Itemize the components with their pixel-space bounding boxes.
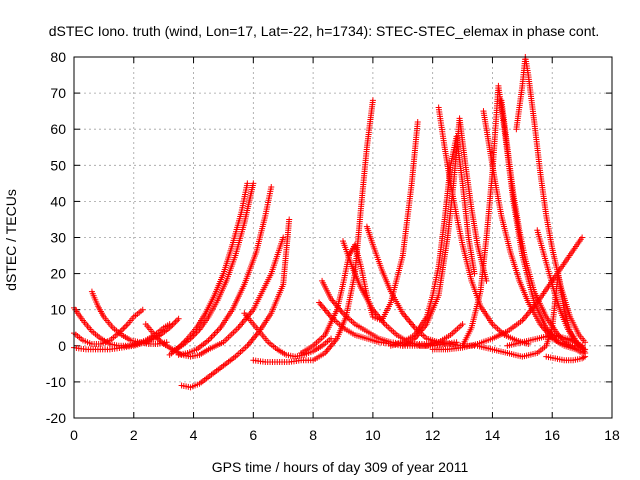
y-tick-label: 20 [50,266,66,282]
data-point [175,315,182,322]
data-point [206,335,213,342]
data-point [582,353,589,360]
series-arc-9 [178,216,293,391]
series-arc-24 [513,54,589,346]
data-point [139,306,146,313]
y-tick-label: 0 [58,338,66,354]
plot-frame [73,56,613,419]
data-point [453,339,460,346]
data-point [459,321,466,328]
series-arc-28 [543,353,589,364]
chart-title: dSTEC Iono. truth (wind, Lon=17, Lat=-22… [49,23,600,39]
series-arc-7 [169,180,257,355]
data-point [214,327,221,334]
y-tick-label: 60 [50,121,66,137]
x-tick-label: 4 [190,427,198,443]
series-arc-4 [88,288,170,347]
data-point [195,328,202,335]
data-point [582,339,589,346]
x-tick-label: 12 [425,427,441,443]
data-point [244,180,251,187]
y-tick-label: 50 [50,157,66,173]
data-point [192,331,199,338]
series-arc-11 [250,97,376,366]
series-arc-18 [399,115,490,349]
x-tick-label: 8 [309,427,317,443]
y-tick-label: -20 [46,410,66,426]
y-tick-label: 40 [50,193,66,209]
y-tick-label: 80 [50,49,66,65]
data-point [286,216,293,223]
series-arc-3 [71,315,182,353]
series-arc-16 [363,223,478,349]
data-point [193,329,200,336]
x-tick-label: 0 [70,427,78,443]
data-point [169,321,176,328]
data-point [121,324,128,331]
series-arc-27 [504,331,589,357]
x-tick-label: 2 [130,427,138,443]
series-arc-26 [474,270,589,360]
data-point [280,234,287,241]
data-point [156,336,163,343]
series-arc-8 [175,183,275,358]
series-arc-17 [387,133,478,349]
data-point [159,339,166,346]
y-axis-label: dSTEC / TECUs [3,189,19,291]
x-tick-label: 10 [365,427,381,443]
data-point [172,318,179,325]
data-point [215,326,222,333]
data-point [174,317,181,324]
data-point [208,334,215,341]
series-arc-22 [480,108,580,353]
y-tick-label: 30 [50,230,66,246]
data-point [209,332,216,339]
x-tick-label: 16 [544,427,560,443]
x-tick-label: 6 [249,427,257,443]
data-point [211,331,218,338]
data-point [212,329,219,336]
data-point [123,322,130,329]
data-marks [71,54,589,391]
y-tick-label: -10 [46,374,66,390]
x-tick-label: 18 [604,427,620,443]
data-point [580,354,587,361]
data-point [369,97,376,104]
data-point [250,180,257,187]
data-point [471,270,478,277]
data-point [120,325,127,332]
data-point [157,338,164,345]
series-arc-19 [435,104,532,347]
x-axis-label: GPS time / hours of day 309 of year 2011 [212,459,469,475]
series-arc-21 [459,82,586,349]
y-tick-label: 10 [50,302,66,318]
series-arc-2 [71,306,146,347]
data-point [579,234,586,241]
x-tick-label: 14 [485,427,501,443]
tick-layer: 0 2 4 6 8 10 12 14 16 18 -20 -10 0 10 20 30 40 50 60 70 80 [46,49,620,443]
series-arc-23 [498,97,586,357]
data-point [171,320,178,327]
data-point [328,335,335,342]
series-arc-10 [241,310,335,360]
data-point [268,183,275,190]
data-point [414,118,421,125]
data-point [154,335,161,342]
y-tick-label: 70 [50,85,66,101]
